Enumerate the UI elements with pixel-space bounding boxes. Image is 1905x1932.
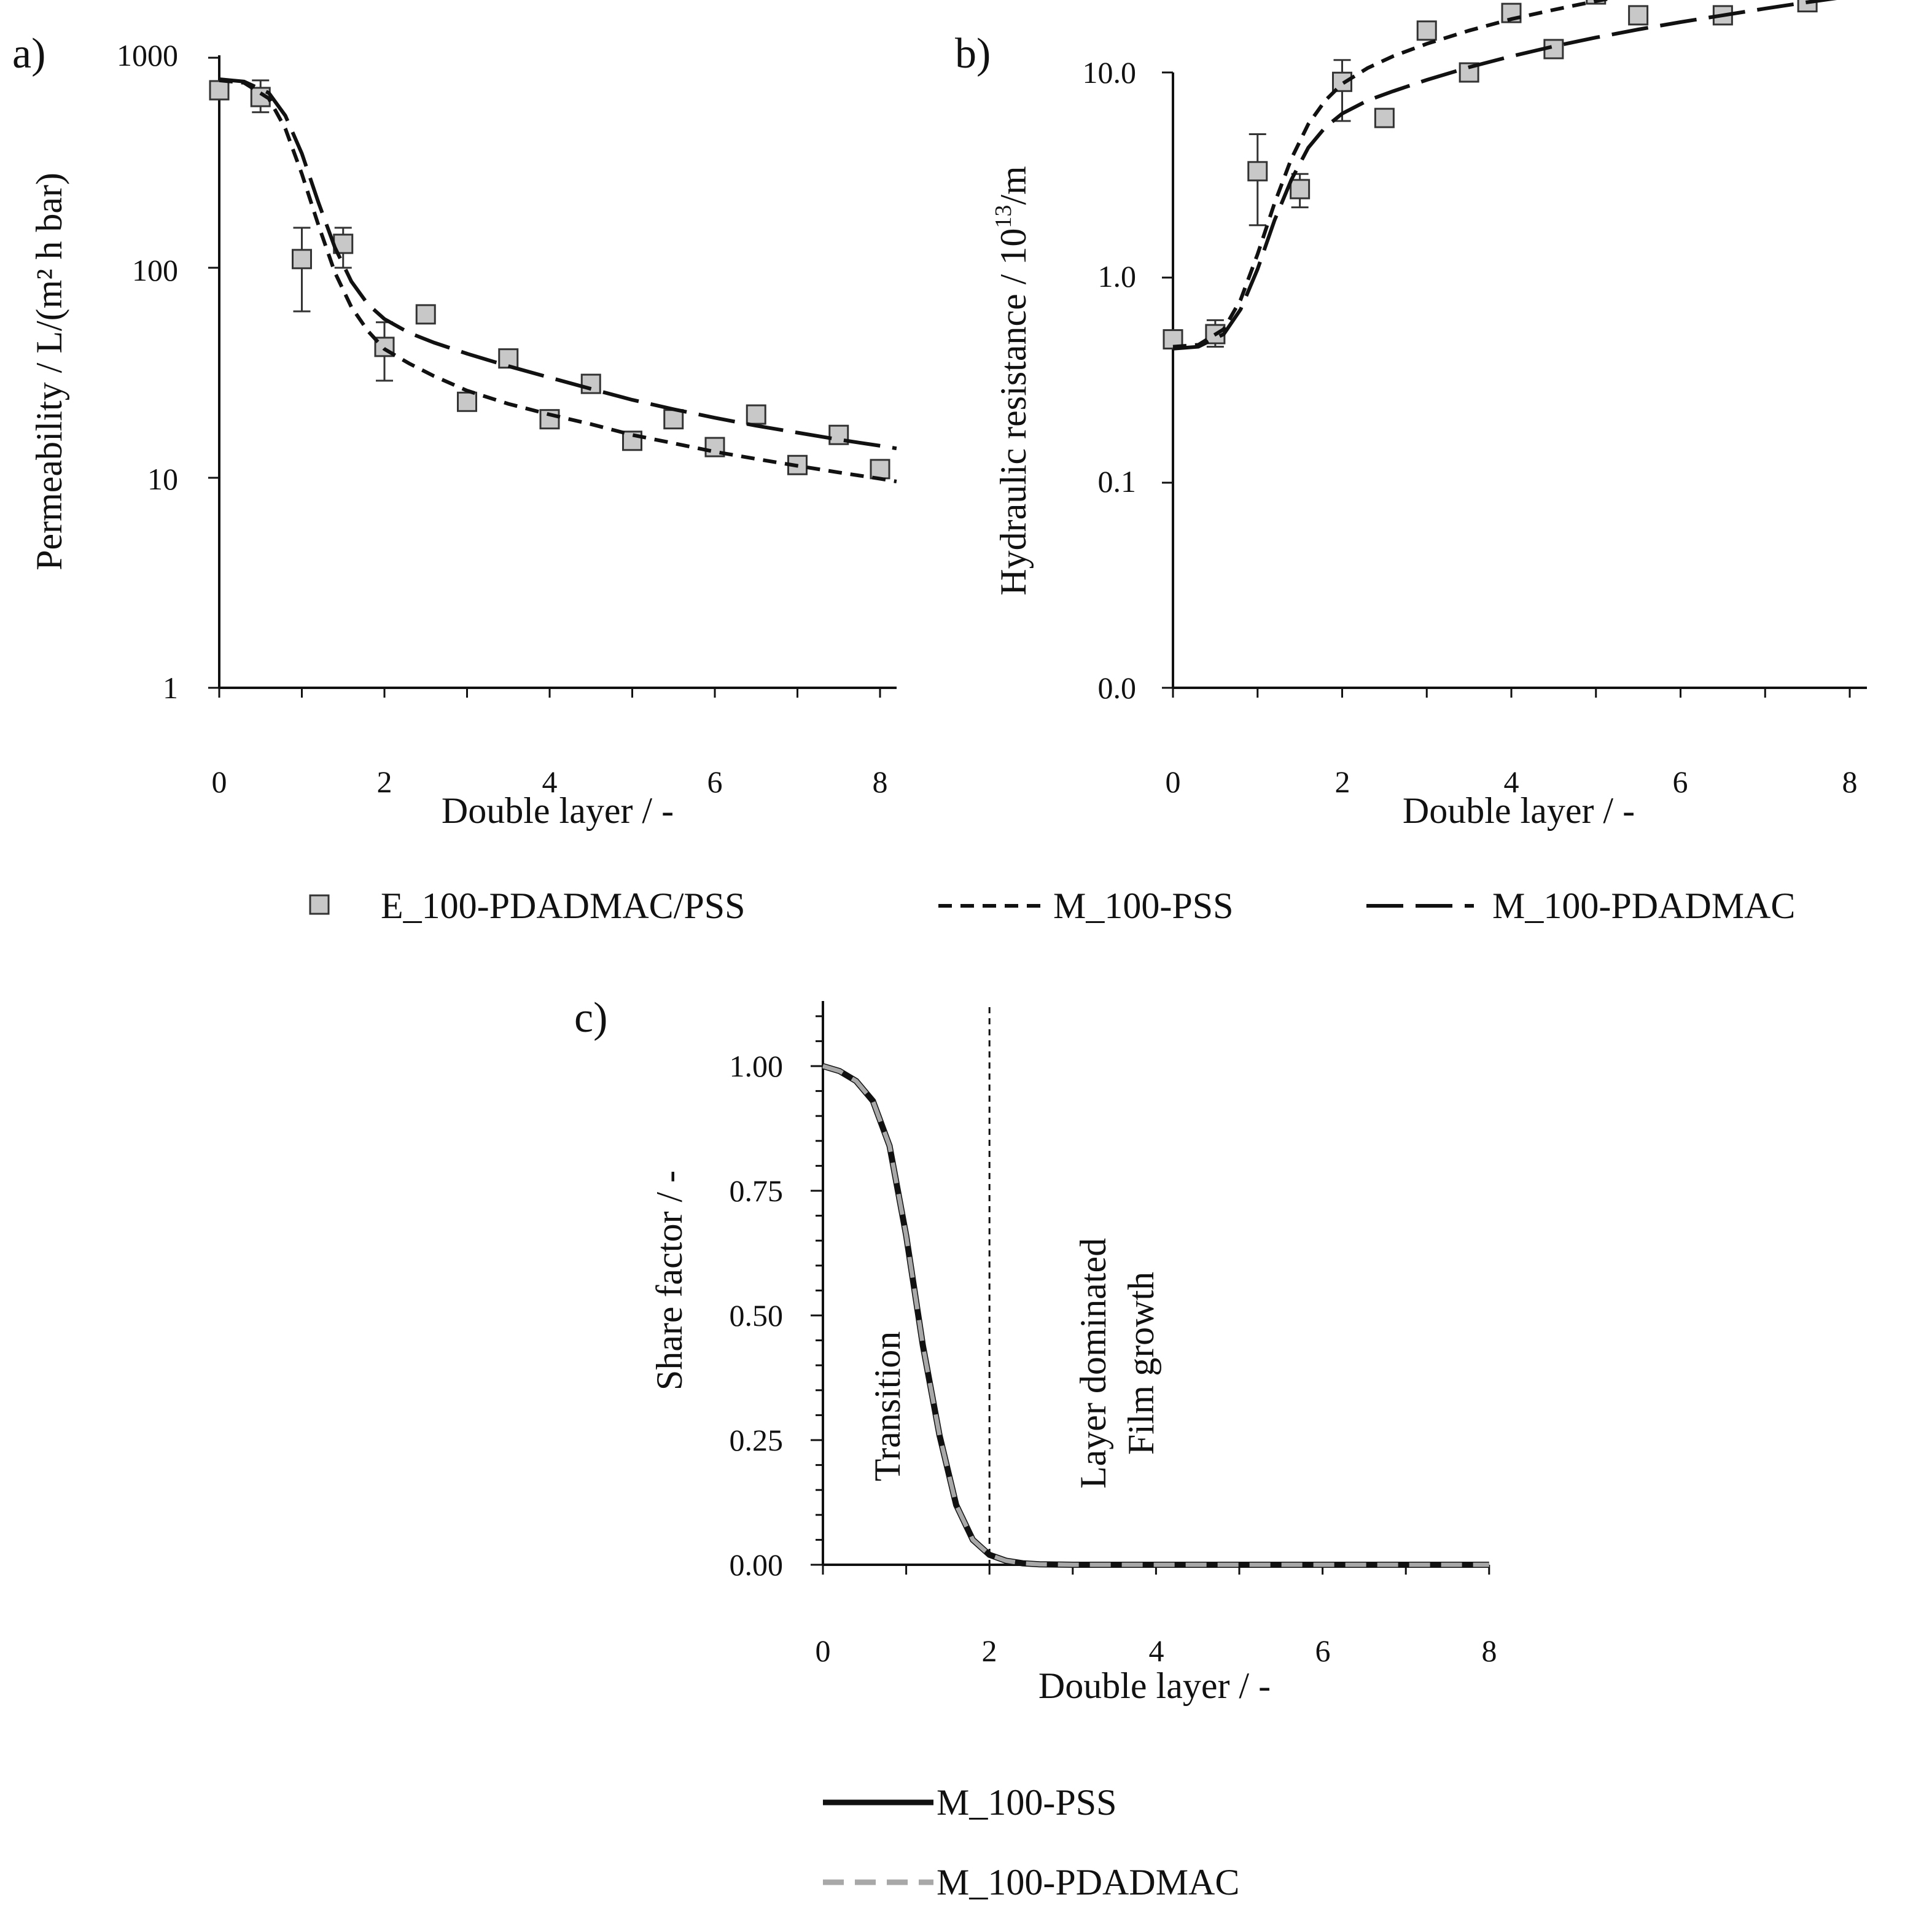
panel-b-data-point [1416, 20, 1437, 41]
panel-a-data-point [415, 304, 436, 325]
panel-a-data-point [209, 80, 230, 101]
panel-a-xtick-2: 2 [377, 765, 392, 799]
panel-b-data-point [1290, 179, 1311, 200]
panel-c-xtick-8: 8 [1482, 1634, 1497, 1668]
panel-b-xtick-2: 2 [1335, 765, 1350, 799]
panel-a-data-point [498, 348, 519, 369]
panel-b-ytick-1: 1.0 [1098, 259, 1137, 294]
panel-b-xtick-0: 0 [1166, 765, 1181, 799]
legend-ab: E_100-PDADMAC/PSS M_100-PSS M_100-PDADMA… [309, 886, 1795, 926]
legend-c-label-pdadmac: M_100-PDADMAC [937, 1862, 1239, 1903]
panel-a-ytick-1000: 1000 [117, 38, 178, 72]
panel-b-data-point [1628, 5, 1649, 26]
panel-c-ytick-075: 0.75 [730, 1174, 784, 1208]
panel-a-data-point [870, 459, 890, 480]
panel-a-data-point [457, 391, 477, 412]
panel-c-annotation-transition: Transition [867, 1331, 908, 1482]
panel-c-xtick-2: 2 [982, 1634, 997, 1668]
panel-c-label: c) [574, 994, 607, 1042]
legend-ab-label-pss: M_100-PSS [1053, 886, 1233, 926]
legend-ab-label-pdadmac: M_100-PDADMAC [1492, 886, 1795, 926]
panel-c-annotation-layer-dominated: Layer dominated [1073, 1238, 1113, 1489]
panel-b-data-point [1374, 107, 1395, 128]
legend-c-label-pss: M_100-PSS [937, 1782, 1116, 1823]
panel-a: a) 0 2 4 6 8 1 10 100 1000 Double layer … [12, 30, 897, 831]
panel-b-x-label: Double layer / - [1403, 790, 1635, 831]
panel-b-y-label: Hydraulic resistance / 1013/m [991, 166, 1034, 595]
panel-c-xtick-6: 6 [1315, 1634, 1331, 1668]
panel-b-label: b) [955, 30, 991, 77]
panel-b-ytick-0: 0.0 [1098, 671, 1137, 705]
panel-a-xtick-4: 4 [542, 765, 558, 799]
panel-c-ytick-100: 1.00 [730, 1049, 784, 1083]
panel-c-series-pdadmac [822, 1064, 1489, 1567]
panel-a-y-label: Permeability / L/(m² h bar) [29, 173, 69, 571]
legend-c: M_100-PSS M_100-PDADMAC [823, 1782, 1239, 1903]
panel-b-xtick-6: 6 [1673, 765, 1688, 799]
panel-c: c) 0 2 4 6 8 0.00 0.25 0.50 0.75 1.00 Do… [574, 994, 1497, 1706]
panel-b-series-pss [1172, 0, 1612, 349]
panel-c-ytick-025: 0.25 [730, 1423, 784, 1457]
panel-b-data-point [1247, 161, 1268, 182]
panel-a-x-label: Double layer / - [442, 790, 674, 831]
legend-ab-marker-swatch [309, 894, 330, 915]
panel-c-y-label: Share factor / - [649, 1170, 690, 1390]
panel-a-xtick-6: 6 [707, 765, 723, 799]
panel-a-xtick-8: 8 [873, 765, 888, 799]
panel-a-series-pdadmac [219, 77, 897, 451]
panel-c-xtick-4: 4 [1149, 1634, 1164, 1668]
panel-c-ytick-050: 0.50 [730, 1298, 784, 1333]
legend-ab-label-experiment: E_100-PDADMAC/PSS [381, 886, 745, 926]
panel-a-xtick-0: 0 [212, 765, 227, 799]
panel-c-xtick-0: 0 [816, 1634, 831, 1668]
panel-b-series-pdadmac [1172, 0, 1837, 351]
panel-b: b) 0 2 4 6 8 0.0 0.1 1.0 10.0 Double lay… [955, 0, 1867, 831]
panel-b-xtick-8: 8 [1842, 765, 1858, 799]
panel-b-xtick-4: 4 [1504, 765, 1519, 799]
panel-a-data-point [292, 249, 312, 270]
panel-c-annotation-film-growth: Film growth [1121, 1272, 1161, 1455]
panel-a-ytick-1: 1 [163, 671, 178, 705]
panel-c-ytick-0: 0.00 [730, 1548, 784, 1582]
panel-b-ytick-10: 10.0 [1083, 55, 1137, 90]
panel-a-ytick-100: 100 [132, 253, 178, 287]
panel-a-data-point [663, 409, 684, 430]
panel-a-label: a) [12, 30, 45, 77]
panel-a-data-point [580, 373, 601, 394]
panel-a-series-pss [219, 78, 897, 484]
panel-a-data-point [746, 404, 766, 425]
panel-b-ytick-0-1: 0.1 [1098, 464, 1137, 499]
panel-a-ytick-10: 10 [147, 462, 178, 496]
panel-a-data-point [539, 409, 560, 430]
panel-c-x-label: Double layer / - [1038, 1665, 1271, 1706]
